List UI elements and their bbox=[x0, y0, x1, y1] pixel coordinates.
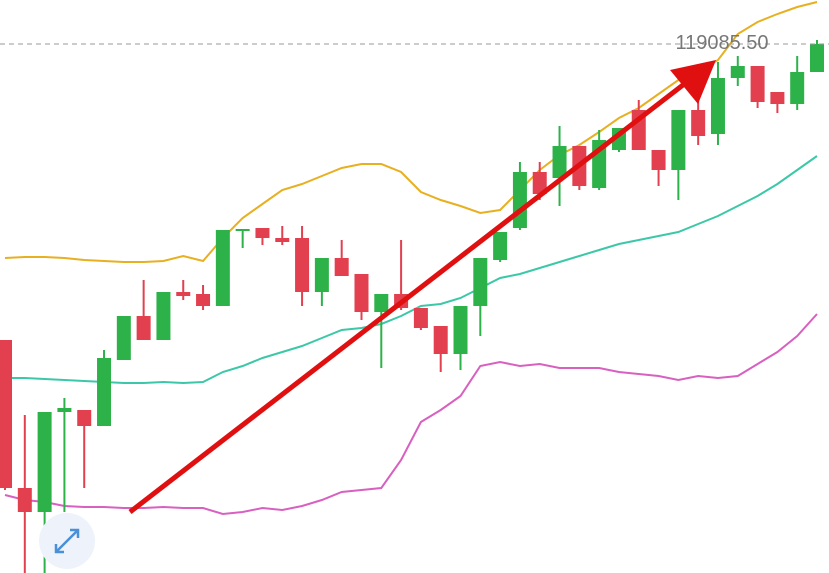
candle-body bbox=[37, 412, 52, 512]
candle-body bbox=[334, 258, 349, 276]
candle-body bbox=[314, 258, 329, 292]
candle-body bbox=[235, 229, 250, 231]
candle-body bbox=[17, 488, 32, 512]
candle-body bbox=[136, 316, 151, 340]
candle-body bbox=[57, 408, 72, 412]
candle-body bbox=[473, 258, 488, 306]
candle-body bbox=[671, 110, 686, 170]
band-line bbox=[5, 155, 818, 385]
candle-body bbox=[532, 172, 547, 194]
arrow-head bbox=[670, 60, 716, 104]
price-label: 119085.50 bbox=[675, 32, 768, 54]
candle-body bbox=[374, 294, 389, 312]
candle-body bbox=[0, 340, 12, 488]
expand-button[interactable] bbox=[39, 513, 95, 569]
candle-body bbox=[196, 294, 211, 306]
candle-body bbox=[770, 92, 785, 104]
candle-body bbox=[691, 110, 706, 136]
candle-body bbox=[295, 238, 310, 292]
candle-body bbox=[215, 230, 230, 306]
candle-body bbox=[275, 238, 290, 242]
candle-body bbox=[116, 316, 131, 360]
candle-body bbox=[413, 308, 428, 328]
candle-body bbox=[453, 306, 468, 354]
candle-body bbox=[651, 150, 666, 170]
candle-body bbox=[512, 172, 527, 228]
candle-body bbox=[790, 72, 805, 104]
candle-body bbox=[493, 232, 508, 260]
candle-body bbox=[750, 66, 765, 102]
candle-body bbox=[176, 292, 191, 296]
candle-body bbox=[433, 326, 448, 354]
candles-layer bbox=[0, 40, 824, 573]
candle-body bbox=[810, 43, 824, 72]
expand-icon[interactable] bbox=[54, 528, 80, 554]
trend-arrow bbox=[128, 60, 716, 514]
candle-body bbox=[255, 228, 270, 238]
candle-body bbox=[156, 292, 171, 340]
candle-body bbox=[710, 78, 725, 134]
candle-body bbox=[97, 358, 112, 426]
band-line bbox=[4, 313, 818, 516]
candle-body bbox=[730, 66, 745, 78]
arrow-shaft bbox=[128, 76, 694, 514]
candle-body bbox=[77, 410, 92, 426]
candle-body bbox=[552, 146, 567, 178]
candle-body bbox=[354, 274, 369, 312]
